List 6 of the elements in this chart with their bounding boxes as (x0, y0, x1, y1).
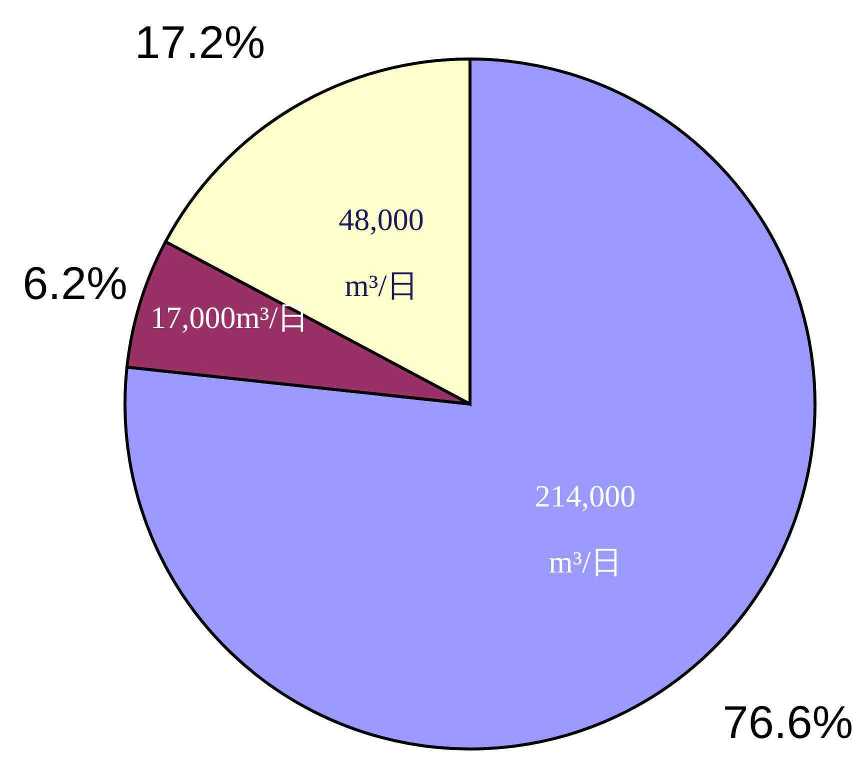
text: 17.2% (134, 16, 266, 68)
text: 6.2% (22, 257, 128, 310)
data-label: 48,000 m³/日 (338, 202, 424, 304)
data-label: 17,000m³/日 (150, 300, 309, 335)
data-label: 214,000 m³/日 (534, 478, 636, 580)
text: 76.6% (722, 696, 854, 748)
